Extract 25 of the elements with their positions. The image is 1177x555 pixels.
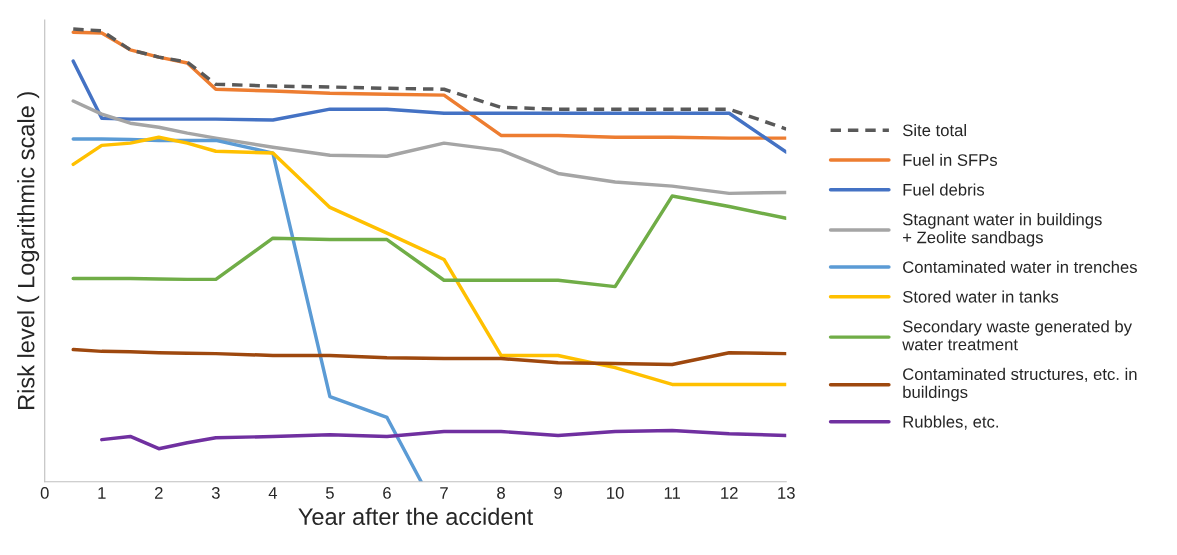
legend-label: Secondary waste generated by water treatment [902,320,1132,351]
legend-label: Stored water in tanks [902,290,1059,303]
x-axis-title: Year after the accident [298,507,534,526]
legend-label: Fuel debris [903,183,985,196]
legend-label: Contaminated water in trenches [903,260,1137,273]
x-tick-label: 1 [98,487,106,499]
x-tick-label: 4 [268,487,278,499]
x-tick-label: 8 [497,487,505,499]
x-tick-label: 3 [211,487,220,499]
y-axis-title: Risk level ( Logarithmic scale ) [17,92,40,409]
legend-label: Fuel in SFPs [903,153,998,166]
x-tick-label: 0 [40,487,49,499]
x-tick-label: 2 [155,487,163,499]
x-tick-label: 6 [383,487,391,499]
x-tick-label: 7 [440,487,448,499]
legend-label: Stagnant water in buildings + Zeolite sandbags [902,213,1102,247]
x-tick-label: 12 [721,487,738,499]
x-tick-label: 13 [778,487,795,499]
x-tick-label: 9 [554,487,562,499]
x-tick-label: 10 [607,487,624,499]
x-tick-label: 5 [325,487,334,499]
legend-label: Contaminated structures, etc. in buildings [903,367,1137,402]
x-tick-label: 11 [664,487,680,499]
legend-label: Rubbles, etc. [903,415,998,430]
legend-label: Site total [902,123,966,137]
